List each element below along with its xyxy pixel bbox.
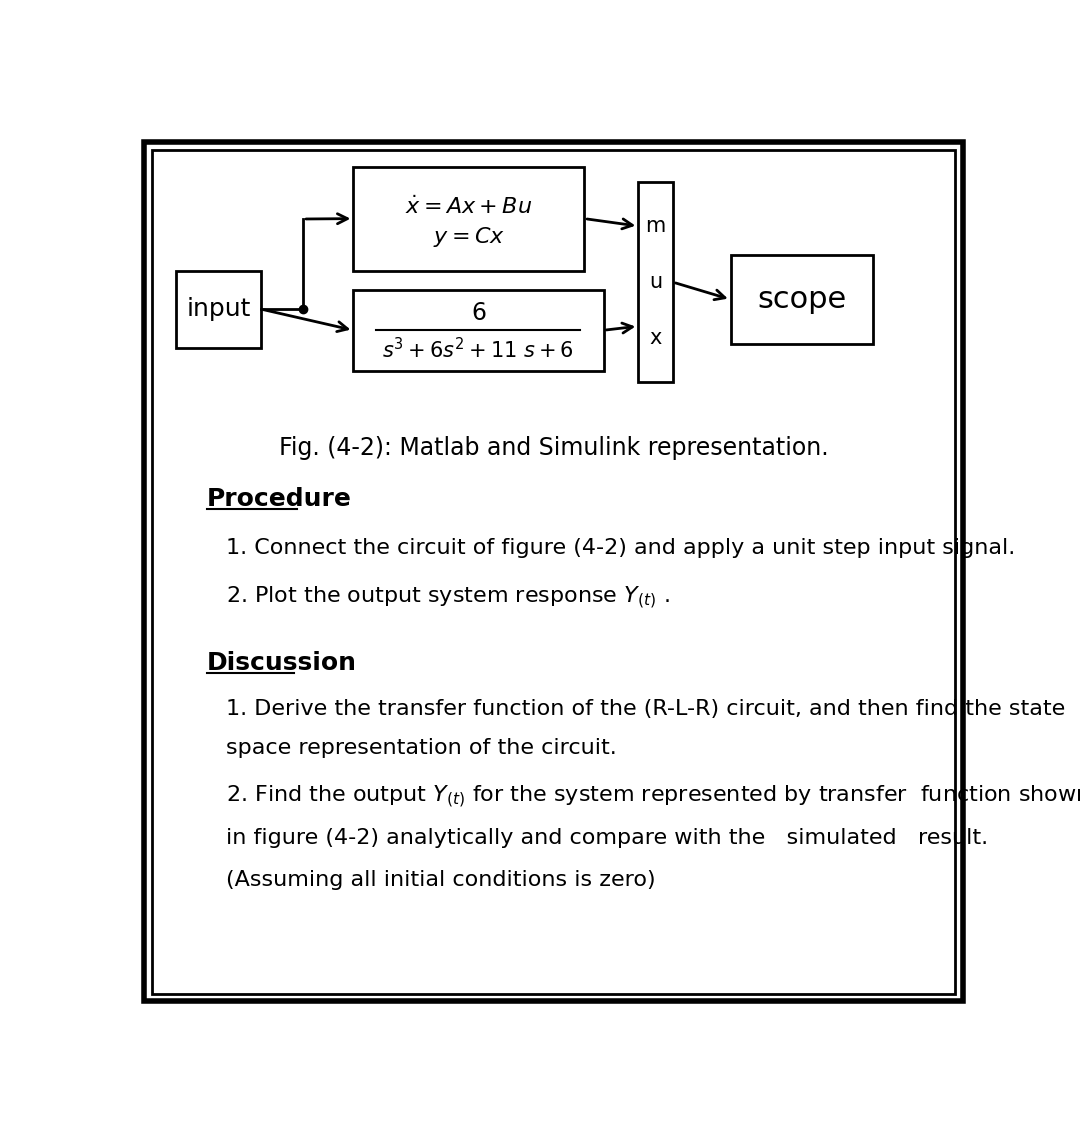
Text: 2. Find the output $Y_{(t)}$ for the system represented by transfer  function sh: 2. Find the output $Y_{(t)}$ for the sys… [226, 783, 1080, 809]
Text: scope: scope [757, 285, 847, 314]
Text: in figure (4-2) analytically and compare with the   simulated   result.: in figure (4-2) analytically and compare… [226, 829, 988, 848]
Bar [353, 166, 584, 271]
Text: $s^{3} + 6s^{2} + 11\ s + 6$: $s^{3} + 6s^{2} + 11\ s + 6$ [382, 337, 575, 362]
Text: Procedure: Procedure [207, 487, 352, 512]
Text: space representation of the circuit.: space representation of the circuit. [226, 738, 617, 758]
Text: 1. Connect the circuit of figure (4-2) and apply a unit step input signal.: 1. Connect the circuit of figure (4-2) a… [226, 538, 1015, 558]
Bar [353, 290, 604, 370]
Text: 1. Derive the transfer function of the (R-L-R) circuit, and then find the state: 1. Derive the transfer function of the (… [226, 700, 1066, 720]
Bar [176, 271, 261, 348]
Text: x: x [649, 328, 662, 349]
Text: 2. Plot the output system response $Y_{(t)}$ .: 2. Plot the output system response $Y_{(… [226, 584, 670, 611]
Text: Fig. (4-2): Matlab and Simulink representation.: Fig. (4-2): Matlab and Simulink represen… [279, 436, 828, 460]
Text: input: input [187, 297, 251, 321]
Text: $\dot{x} = Ax + Bu$: $\dot{x} = Ax + Bu$ [405, 195, 532, 217]
Text: m: m [646, 216, 665, 237]
Text: u: u [649, 272, 662, 292]
Text: $y = Cx$: $y = Cx$ [433, 225, 504, 249]
Bar [638, 182, 673, 383]
Text: (Assuming all initial conditions is zero): (Assuming all initial conditions is zero… [226, 869, 656, 890]
Bar [730, 255, 873, 344]
Text: 6: 6 [471, 301, 486, 325]
Text: Discussion: Discussion [207, 651, 357, 676]
